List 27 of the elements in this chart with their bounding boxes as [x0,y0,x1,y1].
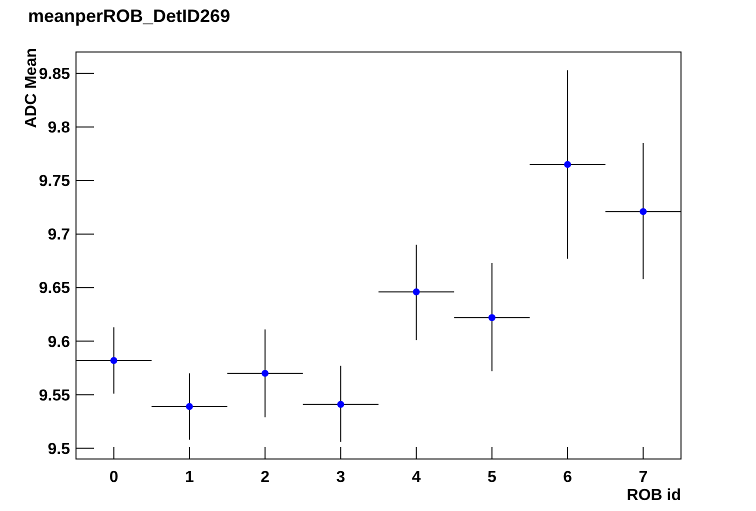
point [412,288,420,296]
point [488,314,496,322]
point [337,400,344,408]
x-tick-label: 1 [184,469,194,486]
y-tick-label: 9.8 [48,120,70,137]
chart-title: meanperROB_DetID269 [28,6,230,26]
x-axis-title: ROB id [626,487,681,504]
y-tick-label: 9.5 [48,440,70,458]
point [186,403,193,410]
x-tick-label: 5 [487,469,496,486]
x-tick-label: 4 [412,469,421,486]
point [110,356,118,364]
y-tick-label: 9.6 [48,334,70,351]
x-tick-label: 7 [638,469,648,486]
x-tick-label: 6 [563,469,572,486]
y-tick-label: 9.55 [38,387,70,404]
y-axis-title: ADC Mean [23,48,40,128]
y-tick-label: 9.75 [38,173,70,190]
x-tick-label: 3 [336,469,346,486]
point [262,370,269,377]
x-tick-label: 2 [260,469,270,486]
point [564,160,572,168]
y-tick-label: 9.65 [38,280,70,298]
y-tick-label: 9.85 [38,66,70,84]
x-tick-label: 0 [109,469,118,486]
y-tick-label: 9.7 [48,226,70,244]
point [640,208,647,216]
